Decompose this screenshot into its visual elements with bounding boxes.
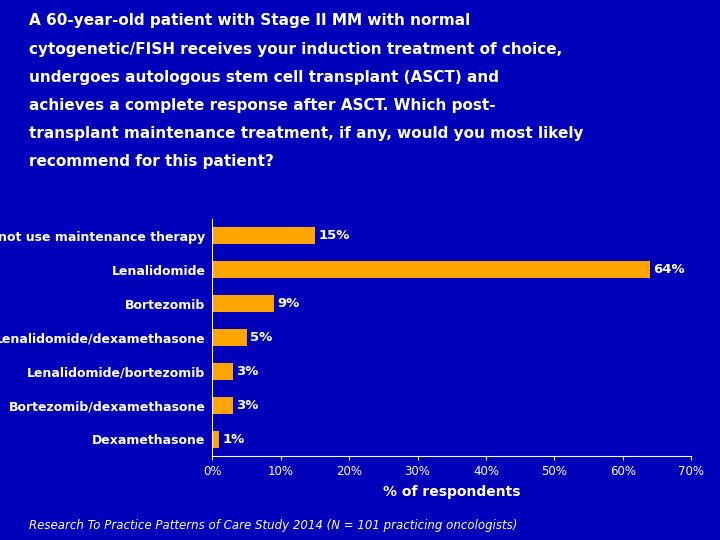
Bar [212,397,233,414]
Bar [212,329,246,346]
Text: 3%: 3% [236,399,258,412]
Text: transplant maintenance treatment, if any, would you most likely: transplant maintenance treatment, if any… [29,126,583,141]
X-axis label: % of respondents: % of respondents [383,485,521,500]
Text: A 60-year-old patient with Stage II MM with normal: A 60-year-old patient with Stage II MM w… [29,14,470,29]
Text: achieves a complete response after ASCT. Which post-: achieves a complete response after ASCT.… [29,98,495,113]
Text: 3%: 3% [236,365,258,378]
Text: undergoes autologous stem cell transplant (ASCT) and: undergoes autologous stem cell transplan… [29,70,499,85]
Text: 1%: 1% [222,433,245,446]
Bar [212,295,274,312]
Text: 15%: 15% [318,229,350,242]
Bar [212,261,650,278]
Text: recommend for this patient?: recommend for this patient? [29,154,274,169]
Text: 64%: 64% [654,263,685,276]
Text: 5%: 5% [250,331,272,344]
Text: 9%: 9% [277,297,300,310]
Text: Research To Practice Patterns of Care Study 2014 (N = 101 practicing oncologists: Research To Practice Patterns of Care St… [29,519,517,532]
Bar [212,431,219,448]
Bar [212,227,315,244]
Text: cytogenetic/FISH receives your induction treatment of choice,: cytogenetic/FISH receives your induction… [29,42,562,57]
Bar [212,363,233,380]
